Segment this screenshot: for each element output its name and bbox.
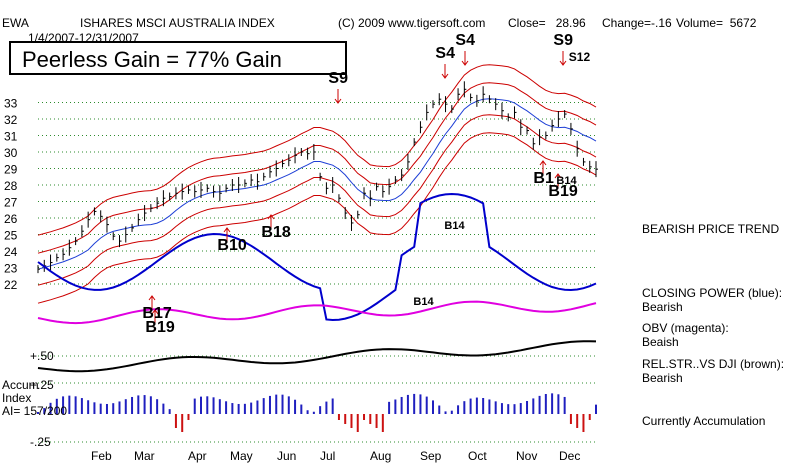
x-axis-ticks: Feb Mar Apr May Jun Jul Aug Sep Oct Nov Dec (91, 449, 580, 463)
closing-power-status: Bearish (642, 300, 683, 314)
signal-label: B18 (261, 224, 290, 241)
y-tick-label: 33 (4, 97, 18, 111)
accumulation-status: Currently Accumulation (642, 414, 765, 428)
obv-status: Beaish (642, 335, 679, 349)
relstr-label: REL.STR..VS DJI (brown): (642, 357, 784, 371)
accumulation-histogram (37, 393, 597, 432)
band-line (37, 132, 597, 304)
accum-tick-label: +.50 (30, 349, 54, 363)
x-tick-label: Sep (420, 449, 442, 463)
x-tick-label: Mar (134, 449, 155, 463)
price-trend-label: BEARISH PRICE TREND (642, 222, 779, 236)
closing-power-line (37, 192, 597, 322)
chart-title: ISHARES MSCI AUSTRALIA INDEX (80, 16, 275, 30)
signal-label: B17 (142, 305, 171, 322)
signal-arrowhead (559, 60, 567, 66)
signal-arrows (148, 51, 567, 324)
y-tick-label: 29 (4, 163, 18, 177)
relstr-status: Bearish (642, 371, 683, 385)
change-value: Change=-.16 (602, 16, 672, 30)
price-bands (37, 64, 597, 304)
signal-arrowhead (554, 173, 562, 179)
y-tick-label: 23 (4, 262, 18, 276)
signal-label: B19 (548, 183, 577, 200)
band-line (37, 82, 597, 254)
signal-label: B14 (413, 296, 434, 308)
signal-label: B14 (444, 220, 465, 232)
obv-label: OBV (magenta): (642, 321, 729, 335)
y-tick-label: 27 (4, 196, 18, 210)
x-tick-label: Apr (188, 449, 207, 463)
ai-value: AI= 157/200 (2, 404, 67, 418)
y-tick-label: 32 (4, 113, 18, 127)
ticker-label: EWA (2, 16, 29, 30)
y-tick-label: 26 (4, 212, 18, 226)
callout-text: Peerless Gain = 77% Gain (22, 47, 282, 72)
close-value: Close= 28.96 (508, 16, 586, 30)
volume-value: Volume= 5672 (676, 16, 757, 30)
signal-label: S12 (569, 50, 591, 64)
signal-arrowhead (148, 295, 156, 301)
closing-power-series (37, 192, 597, 322)
obv-series (37, 300, 597, 325)
band-line (37, 64, 597, 236)
x-tick-label: Dec (559, 449, 580, 463)
x-tick-label: Jul (320, 449, 335, 463)
signal-arrowhead (441, 73, 449, 79)
signal-label: B10 (217, 237, 246, 254)
moving-average-line (37, 98, 597, 270)
callout-box (9, 41, 347, 75)
y-tick-label: 24 (4, 245, 18, 259)
accum-axis-ticks: +.50 +.25 -.25 (30, 349, 54, 449)
y-tick-label: 25 (4, 229, 18, 243)
y-tick-label: 30 (4, 146, 18, 160)
y-tick-label: 22 (4, 278, 18, 292)
signal-arrowhead (151, 309, 159, 315)
x-tick-label: Aug (370, 449, 391, 463)
signal-label: S4 (455, 32, 475, 49)
accum-tick-label: -.25 (30, 435, 51, 449)
signal-arrowhead (267, 214, 275, 220)
obv-line (37, 300, 597, 325)
x-tick-label: May (230, 449, 253, 463)
accum-index-label: Index (2, 391, 31, 405)
signal-label: S9 (328, 70, 348, 87)
accum-tick-label: +.25 (30, 378, 54, 392)
signal-arrowhead (223, 227, 231, 233)
band-line (37, 114, 597, 286)
signal-label: B1 (533, 170, 554, 187)
x-tick-label: Feb (91, 449, 112, 463)
y-tick-label: 31 (4, 130, 18, 144)
relstr-line (37, 340, 597, 373)
signal-label: S4 (435, 45, 455, 62)
x-tick-label: Nov (516, 449, 537, 463)
price-gridlines (38, 102, 596, 443)
y-tick-label: 28 (4, 179, 18, 193)
signal-arrowhead (461, 60, 469, 66)
x-tick-label: Oct (468, 449, 487, 463)
signal-label: B14 (556, 175, 577, 187)
signal-label: B19 (145, 319, 174, 336)
accum-label: Accum (2, 378, 39, 392)
copyright-label: (C) 2009 www.tigersoft.com (338, 16, 485, 30)
signal-arrowhead (539, 160, 547, 166)
signal-label: S9 (553, 32, 573, 49)
x-tick-label: Jun (277, 449, 296, 463)
y-axis-ticks: 22 23 24 25 26 27 28 29 30 31 32 33 (4, 97, 18, 293)
relative-strength-series (37, 340, 597, 373)
closing-power-label: CLOSING POWER (blue): (642, 286, 782, 300)
signal-arrowhead (334, 98, 342, 104)
